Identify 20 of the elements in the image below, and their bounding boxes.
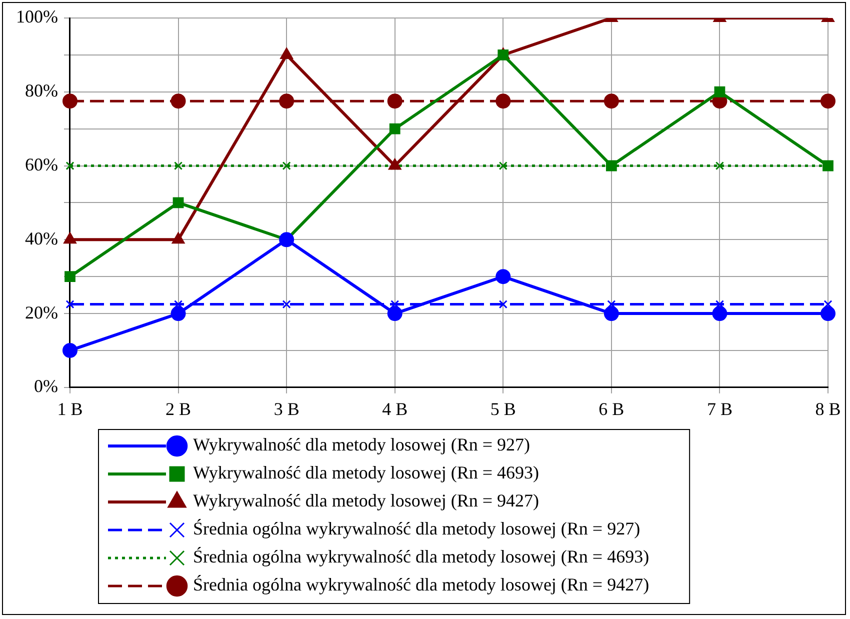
legend-label: Wykrywalność dla metody losowej (Rn = 9427) [193,490,540,511]
y-tick-label: 100% [16,6,58,27]
x-tick-label: 2 B [166,398,192,419]
legend-label: Średnia ogólna wykrywalność dla metody losowej (Rn = 4693) [193,546,650,567]
y-tick-label: 0% [34,376,58,396]
legend-label: Wykrywalność dla metody losowej (Rn = 4693) [193,462,540,483]
x-tick-label: 6 B [598,398,624,419]
x-tick-label: 3 B [274,398,300,419]
legend-label: Średnia ogólna wykrywalność dla metody losowej (Rn = 9427) [193,574,650,595]
y-tick-label: 60% [24,154,58,174]
x-tick-label: 1 B [57,398,83,419]
x-tick-label: 7 B [706,398,732,419]
legend-label: Wykrywalność dla metody losowej (Rn = 927) [193,434,530,455]
x-tick-label: 8 B [815,398,841,419]
x-tick-label: 5 B [490,398,516,419]
x-tick-label: 4 B [382,398,408,419]
y-tick-label: 80% [24,80,58,101]
y-tick-label: 20% [24,302,58,322]
y-tick-label: 40% [24,228,58,248]
legend-label: Średnia ogólna wykrywalność dla metody losowej (Rn = 927) [193,518,640,539]
